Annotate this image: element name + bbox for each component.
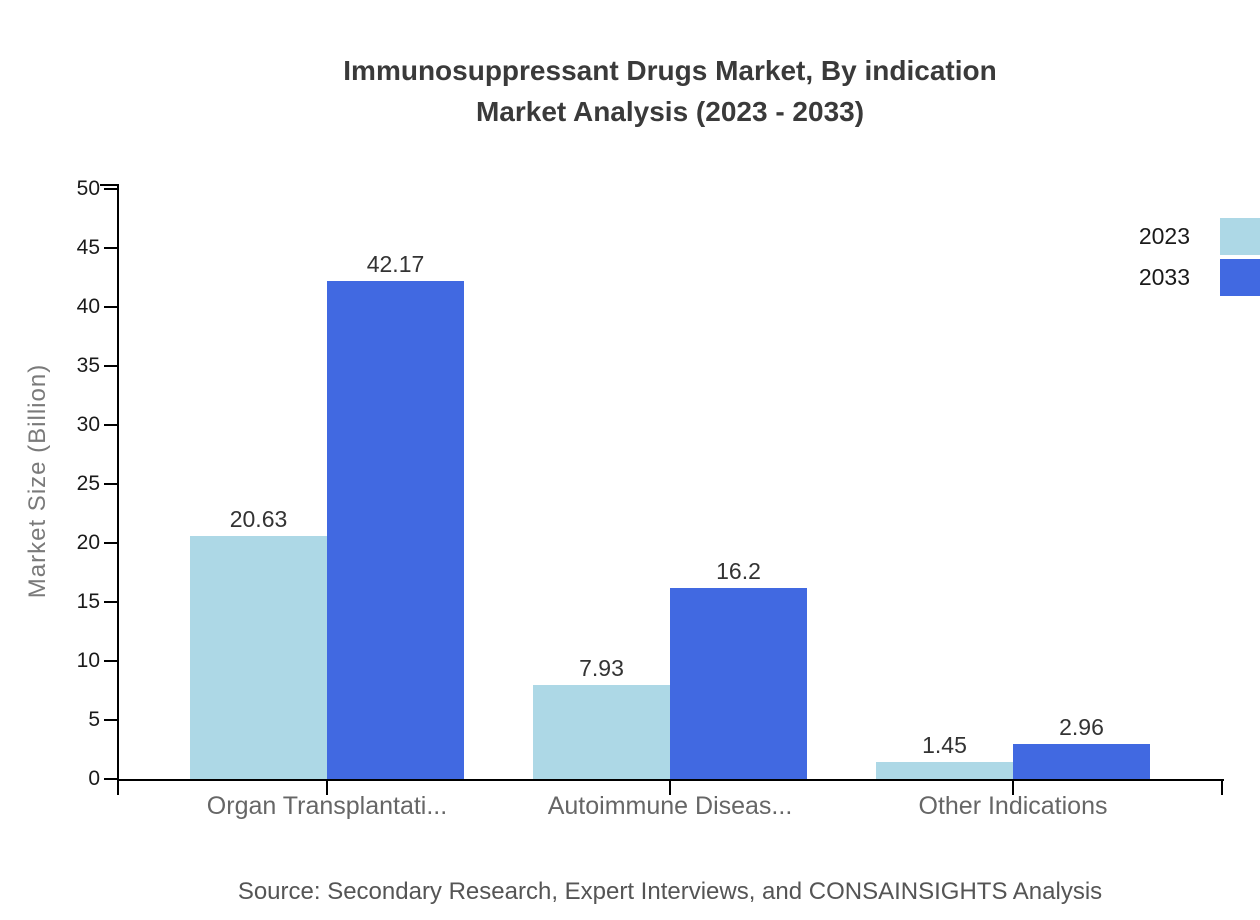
bar-value-label: 16.2 xyxy=(716,558,761,584)
y-axis-tick-label: 15 xyxy=(76,590,100,613)
y-axis-tick xyxy=(104,424,118,426)
bar-2023-3 xyxy=(876,762,1013,779)
y-axis-tick-label: 25 xyxy=(76,472,100,495)
y-axis-tick-label: 10 xyxy=(76,649,100,672)
legend: 2023 2033 xyxy=(1139,216,1260,298)
bar-value-label: 20.63 xyxy=(229,506,288,532)
y-axis-tick xyxy=(104,601,118,603)
y-axis-tick-label: 5 xyxy=(88,708,100,731)
x-axis-tick xyxy=(669,779,671,795)
bar-2033-1 xyxy=(327,281,464,779)
x-axis-tick xyxy=(326,779,328,795)
y-axis-end-tick xyxy=(100,184,118,186)
source-note: Source: Secondary Research, Expert Inter… xyxy=(237,878,1103,905)
chart-title-line2: Market Analysis (2023 - 2033) xyxy=(475,96,865,127)
y-axis-tick xyxy=(104,188,118,190)
legend-label: 2033 xyxy=(1138,264,1190,290)
bar-value-label: 1.45 xyxy=(922,732,967,758)
y-axis-tick xyxy=(104,660,118,662)
bar-2033-2 xyxy=(670,588,807,779)
y-axis-tick xyxy=(104,719,118,721)
bar-value-label: 7.93 xyxy=(579,655,624,681)
y-axis-tick xyxy=(104,365,118,367)
y-axis-tick xyxy=(104,247,118,249)
x-axis-tick xyxy=(1221,779,1223,795)
legend-swatch xyxy=(1220,259,1260,296)
legend-item-2023[interactable]: 2023 xyxy=(1139,216,1260,257)
y-axis-tick-label: 50 xyxy=(76,177,100,200)
y-axis-tick xyxy=(104,306,118,308)
y-axis-tick-label: 20 xyxy=(76,531,100,554)
y-axis-tick xyxy=(104,483,118,485)
legend-label: 2023 xyxy=(1138,223,1190,249)
y-axis-tick xyxy=(104,778,118,780)
x-axis-tick xyxy=(1012,779,1014,795)
x-axis-tick xyxy=(117,779,119,795)
y-axis-tick xyxy=(104,542,118,544)
legend-item-2033[interactable]: 2033 xyxy=(1139,257,1260,298)
chart-title: Immunosuppressant Drugs Market, By indic… xyxy=(80,50,1260,132)
bar-2033-3 xyxy=(1013,744,1150,779)
x-category-label: Autoimmune Diseas... xyxy=(547,792,793,820)
y-axis-tick-label: 45 xyxy=(76,236,100,259)
bar-2023-1 xyxy=(190,536,327,779)
bar-2023-2 xyxy=(533,685,670,779)
bar-value-label: 2.96 xyxy=(1059,714,1104,740)
x-category-label: Other Indications xyxy=(918,792,1108,820)
y-axis-line xyxy=(117,184,119,781)
y-axis-tick-label: 40 xyxy=(76,295,100,318)
y-axis-tick-label: 30 xyxy=(76,413,100,436)
bar-value-label: 42.17 xyxy=(366,251,425,277)
x-category-label: Organ Transplantati... xyxy=(206,792,448,820)
y-axis-tick-label: 35 xyxy=(76,354,100,377)
chart-title-line1: Immunosuppressant Drugs Market, By indic… xyxy=(343,55,997,86)
y-axis-tick-label: 0 xyxy=(88,767,100,790)
legend-swatch xyxy=(1220,218,1260,255)
